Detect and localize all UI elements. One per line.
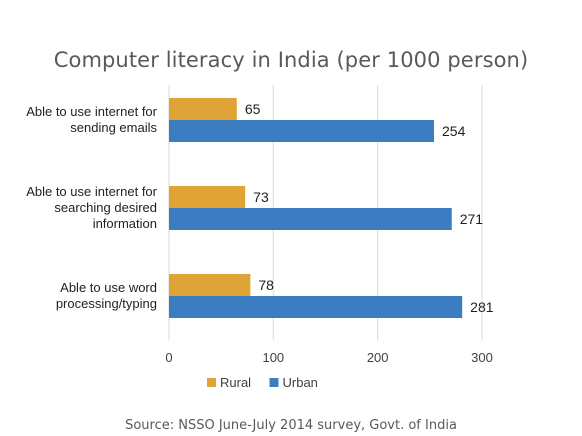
bar-urban xyxy=(169,208,452,230)
data-label: 65 xyxy=(245,101,261,117)
data-label: 73 xyxy=(253,189,269,205)
x-tick-label: 100 xyxy=(262,350,284,365)
bar-urban xyxy=(169,296,463,318)
bar-rural xyxy=(169,98,237,120)
category-label: Able to use internet for searching desire… xyxy=(26,184,157,231)
data-label: 271 xyxy=(460,211,484,227)
legend-swatch-rural xyxy=(207,378,216,387)
legend-swatch-urban xyxy=(269,378,279,387)
source-note: Source: NSSO June-July 2014 survey, Govt… xyxy=(125,418,457,433)
bar-urban xyxy=(169,120,435,142)
data-label: 254 xyxy=(442,123,466,139)
x-tick-label: 200 xyxy=(367,350,389,365)
x-tick-label: 300 xyxy=(471,350,493,365)
legend-label-rural: Rural xyxy=(220,375,251,390)
bar-rural xyxy=(169,186,246,208)
category-label: Able to use word processing/typing xyxy=(56,280,157,311)
x-tick-label: 0 xyxy=(165,350,172,365)
data-label: 78 xyxy=(258,277,274,293)
bar-rural xyxy=(169,274,251,296)
data-label: 281 xyxy=(470,299,494,315)
category-label: Able to use internet for sending emails xyxy=(26,104,157,135)
chart-title: Computer literacy in India (per 1000 per… xyxy=(53,48,529,72)
legend-label-urban: Urban xyxy=(283,375,318,390)
